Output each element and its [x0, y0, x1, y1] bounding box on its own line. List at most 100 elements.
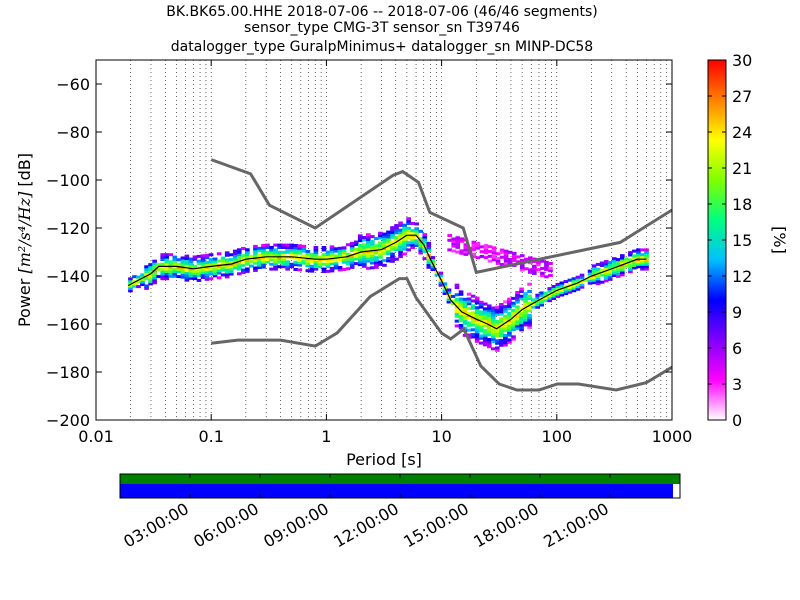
heatmap-cell	[446, 290, 452, 294]
heatmap-cell	[495, 305, 500, 309]
heatmap-cell	[470, 333, 476, 337]
heatmap-cell	[382, 242, 387, 246]
heatmap-cell	[144, 277, 149, 281]
heatmap-cell	[289, 250, 295, 254]
heatmap-cell	[458, 314, 464, 318]
heatmap-cell	[297, 246, 303, 250]
heatmap-cell	[482, 331, 488, 335]
heatmap-cell	[224, 253, 230, 257]
heatmap-cell	[382, 235, 387, 239]
heatmap-cell	[470, 323, 476, 327]
heatmap-cell	[220, 261, 226, 265]
heatmap-cell	[152, 274, 157, 278]
heatmap-cell	[188, 272, 194, 276]
heatmap-cell	[486, 311, 492, 315]
heatmap-cell	[212, 267, 218, 271]
heatmap-cell	[297, 244, 303, 248]
heatmap-cell	[511, 256, 517, 260]
heatmap-cell	[333, 266, 339, 270]
heatmap-cell	[253, 268, 258, 272]
heatmap-cell	[495, 308, 500, 312]
heatmap-cell	[474, 325, 480, 329]
heatmap-cell	[463, 243, 469, 247]
heatmap-cell	[394, 248, 399, 252]
heatmap-cell	[410, 246, 415, 249]
heatmap-cell	[333, 249, 339, 253]
heatmap-cell	[386, 230, 391, 234]
time-tick-label: 12:00:00	[330, 499, 402, 551]
heatmap-cell	[470, 318, 476, 322]
heatmap-cell	[430, 265, 436, 269]
heatmap-cell	[402, 242, 407, 246]
heatmap-cell	[559, 293, 565, 297]
heatmap-cell	[200, 263, 206, 267]
heatmap-cell	[515, 307, 520, 311]
heatmap-cell	[353, 247, 359, 251]
heatmap-cell	[599, 261, 605, 265]
heatmap-cell	[265, 250, 270, 254]
heatmap-cell	[128, 284, 133, 288]
heatmap-cell	[527, 313, 532, 317]
heatmap-cell	[507, 324, 512, 328]
heatmap-cell	[168, 260, 174, 264]
heatmap-cell	[349, 258, 355, 262]
heatmap-cell	[293, 251, 299, 255]
heatmap-cell	[503, 305, 508, 309]
heatmap-cell	[544, 260, 549, 264]
heatmap-cell	[523, 318, 528, 322]
heatmap-cell	[532, 264, 537, 268]
heatmap-cell	[357, 258, 363, 262]
heatmap-cell	[220, 273, 226, 277]
heatmap-cell	[595, 262, 601, 266]
heatmap-cell	[309, 255, 315, 259]
heatmap-cell	[555, 285, 561, 289]
heatmap-cell	[357, 239, 363, 243]
heatmap-cell	[459, 239, 465, 243]
heatmap-cell	[475, 244, 481, 248]
heatmap-cell	[495, 259, 501, 263]
heatmap-cell	[587, 272, 593, 276]
heatmap-cell	[366, 245, 371, 249]
heatmap-cell	[591, 269, 597, 273]
heatmap-cell	[527, 282, 532, 286]
heatmap-cell	[204, 256, 210, 260]
heatmap-cell	[329, 250, 335, 254]
heatmap-cell	[333, 259, 339, 263]
colorbar-tick-label: 0	[732, 411, 742, 430]
heatmap-cell	[236, 248, 242, 252]
heatmap-cell	[587, 269, 593, 273]
heatmap-cell	[370, 251, 375, 255]
heatmap-cell	[636, 255, 641, 259]
heatmap-cell	[523, 313, 528, 317]
heatmap-cell	[245, 250, 250, 254]
heatmap-cell	[241, 256, 246, 260]
heatmap-cell	[357, 248, 363, 252]
heatmap-cell	[543, 294, 549, 298]
heatmap-cell	[402, 228, 407, 232]
heatmap-cell	[536, 261, 541, 265]
heatmap-cell	[466, 302, 472, 306]
heatmap-cell	[152, 266, 157, 270]
heatmap-cell	[321, 253, 327, 257]
heatmap-cell	[587, 279, 593, 283]
heatmap-cell	[353, 240, 359, 244]
heatmap-cell	[337, 246, 343, 250]
heatmap-cell	[536, 263, 541, 267]
heatmap-cell	[374, 256, 379, 260]
heatmap-cell	[253, 249, 258, 253]
heatmap-cell	[466, 333, 472, 337]
heatmap-cell	[422, 247, 428, 251]
heatmap-cell	[543, 296, 549, 300]
heatmap-cell	[261, 263, 266, 267]
heatmap-cell	[455, 243, 461, 247]
heatmap-cell	[164, 272, 170, 276]
heatmap-cell	[482, 333, 488, 337]
heatmap-cell	[607, 273, 613, 277]
time-tick-label: 09:00:00	[260, 499, 332, 551]
heatmap-cell	[495, 334, 500, 338]
heatmap-cell	[176, 275, 182, 279]
heatmap-cell	[523, 294, 528, 298]
heatmap-cell	[289, 248, 295, 252]
heatmap-cell	[361, 248, 367, 252]
heatmap-cell	[544, 263, 549, 267]
